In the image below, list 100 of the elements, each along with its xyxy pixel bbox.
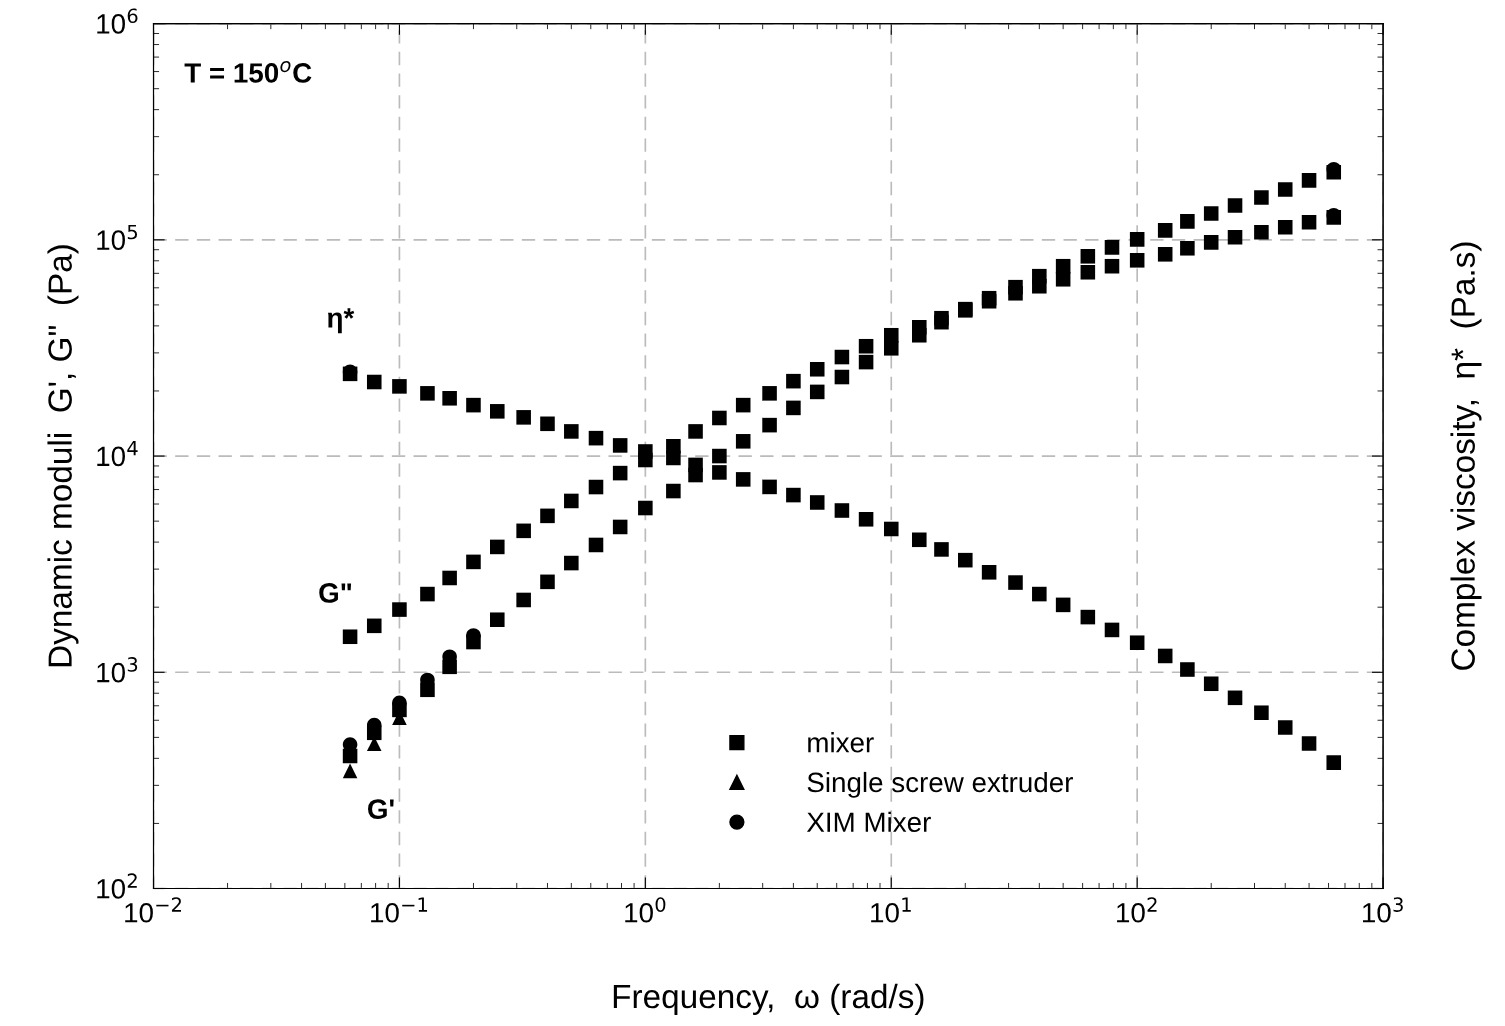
y-axis-title: Dynamic moduli G', G" (Pa) <box>47 245 79 667</box>
x-axis-title: Frequency, ω (rad/s) <box>613 983 924 1015</box>
legend-label: XIM Mixer <box>806 811 931 833</box>
point <box>762 386 777 401</box>
point <box>442 391 457 406</box>
point <box>858 512 874 527</box>
point <box>735 472 751 487</box>
point <box>786 400 801 416</box>
point <box>638 500 653 516</box>
point <box>1277 219 1293 235</box>
point <box>735 434 751 449</box>
x-tick-label: 10$^{2}$ <box>1117 897 1157 923</box>
point <box>958 552 973 568</box>
point <box>490 539 505 555</box>
point <box>1227 690 1243 706</box>
point <box>1326 755 1342 770</box>
x-tick-label: 10$^{0}$ <box>625 897 666 923</box>
point <box>1055 258 1071 274</box>
point <box>612 465 628 481</box>
point <box>1129 253 1145 268</box>
point <box>540 574 555 590</box>
x-tick-label: 10$^{3}$ <box>1362 897 1403 923</box>
legend-label: mixer <box>808 732 874 753</box>
point <box>588 430 604 446</box>
annotation: η* <box>327 308 355 334</box>
point <box>1008 279 1023 295</box>
point <box>1227 229 1243 245</box>
point <box>588 537 604 553</box>
y-tick-label: 10$^{5}$ <box>97 224 138 250</box>
point <box>762 417 777 433</box>
point <box>564 555 579 571</box>
point <box>1277 182 1293 197</box>
point <box>1254 224 1269 240</box>
point <box>516 592 531 608</box>
point <box>1104 622 1120 638</box>
point <box>688 467 703 483</box>
point <box>1104 258 1120 274</box>
point <box>638 452 653 468</box>
point <box>1254 190 1269 205</box>
point <box>809 495 825 510</box>
y-tick-label: 10$^{3}$ <box>97 657 138 683</box>
point <box>809 384 825 400</box>
point <box>786 373 801 389</box>
point <box>1180 240 1195 256</box>
point <box>612 438 628 453</box>
point <box>934 542 949 557</box>
point <box>712 448 727 464</box>
point <box>834 503 850 518</box>
point <box>490 404 505 419</box>
legend-label: Single screw extruder <box>807 771 1073 798</box>
point <box>735 397 751 413</box>
point <box>564 424 579 439</box>
point <box>366 618 382 634</box>
point <box>1180 662 1195 677</box>
point <box>540 508 555 524</box>
y-tick-label: 10$^{6}$ <box>97 8 138 34</box>
point <box>1032 268 1047 284</box>
point <box>466 554 481 570</box>
point <box>366 374 382 390</box>
point <box>392 602 407 617</box>
y-tick-label: 10$^{4}$ <box>97 441 138 467</box>
point <box>1203 235 1219 250</box>
point <box>490 612 505 628</box>
point <box>1080 249 1096 264</box>
point <box>1301 215 1317 230</box>
point <box>1301 736 1317 751</box>
x-tick-label: 10$^{−2}$ <box>125 897 181 923</box>
point <box>516 523 531 539</box>
point <box>786 487 801 503</box>
point <box>1008 575 1023 590</box>
point <box>442 570 457 586</box>
point <box>342 763 358 779</box>
point <box>1203 206 1219 221</box>
point <box>1254 705 1269 721</box>
point <box>1277 720 1293 735</box>
point <box>762 479 777 495</box>
point <box>1180 214 1195 229</box>
annotation: T = 150$^{o}$C <box>184 60 312 83</box>
point <box>612 519 628 535</box>
x-tick-label: 10$^{−1}$ <box>371 897 428 923</box>
point <box>883 521 899 537</box>
point <box>1080 264 1096 280</box>
point <box>834 369 850 385</box>
point <box>934 314 949 330</box>
point <box>712 465 727 480</box>
x-tick-label: 10$^{1}$ <box>871 897 911 923</box>
point <box>540 416 555 432</box>
y2-axis-title: Complex viscosity, η* (Pa.s) <box>1450 242 1482 670</box>
point <box>712 410 727 426</box>
point <box>858 338 874 354</box>
point <box>588 479 604 495</box>
point <box>1301 173 1317 188</box>
annotation: G" <box>319 583 352 603</box>
point <box>516 410 531 425</box>
point <box>466 397 481 413</box>
point <box>1055 597 1071 613</box>
point <box>809 361 825 377</box>
point <box>858 354 874 370</box>
point <box>1129 635 1145 651</box>
point <box>834 349 850 365</box>
